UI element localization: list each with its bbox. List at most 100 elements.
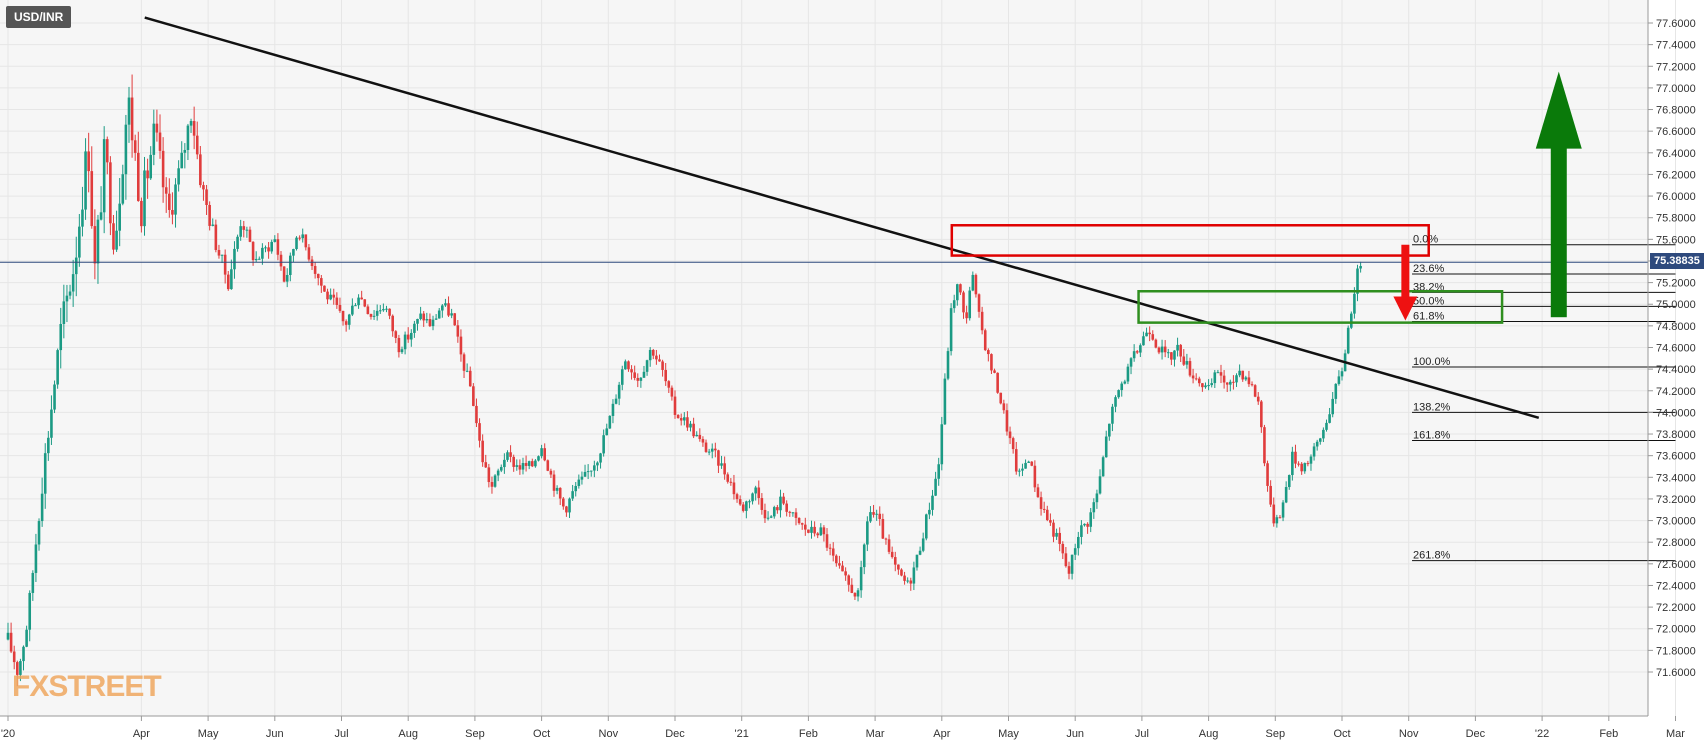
bearish-candle bbox=[428, 319, 432, 327]
bearish-candle bbox=[323, 285, 326, 292]
bullish-candle bbox=[1331, 398, 1334, 415]
y-tick-label: 73.0000 bbox=[1656, 516, 1696, 528]
bearish-candle bbox=[1197, 378, 1201, 384]
bullish-candle bbox=[47, 437, 50, 454]
bullish-candle bbox=[1291, 451, 1294, 476]
bearish-candle bbox=[813, 526, 816, 534]
bearish-candle bbox=[983, 330, 987, 351]
bearish-candle bbox=[679, 418, 683, 421]
bearish-candle bbox=[248, 229, 252, 242]
y-tick-label: 75.2000 bbox=[1656, 278, 1696, 290]
x-tick-label: Dec bbox=[665, 728, 685, 740]
bullish-candle bbox=[189, 121, 193, 126]
bearish-candle bbox=[788, 511, 792, 513]
y-tick-label: 72.8000 bbox=[1656, 537, 1696, 549]
bullish-candle bbox=[372, 315, 376, 317]
bearish-candle bbox=[109, 162, 112, 224]
bullish-candle bbox=[527, 461, 531, 466]
bullish-candle bbox=[1350, 313, 1353, 328]
bearish-candle bbox=[512, 456, 515, 467]
bullish-candle bbox=[465, 370, 469, 372]
bullish-candle bbox=[617, 384, 621, 399]
bearish-candle bbox=[214, 224, 218, 250]
bullish-candle bbox=[6, 632, 10, 640]
x-tick-label: '22 bbox=[1535, 728, 1549, 740]
bullish-candle bbox=[1132, 351, 1136, 359]
bullish-candle bbox=[403, 334, 407, 350]
bearish-candle bbox=[276, 239, 280, 255]
bearish-candle bbox=[881, 519, 885, 539]
x-tick-label: May bbox=[998, 728, 1019, 740]
bullish-candle bbox=[1353, 293, 1356, 314]
bearish-candle bbox=[1163, 346, 1167, 353]
fib-level-label: 161.8% bbox=[1413, 430, 1451, 442]
bearish-candle bbox=[341, 310, 345, 322]
bullish-candle bbox=[186, 125, 190, 150]
bearish-candle bbox=[391, 315, 394, 332]
bearish-candle bbox=[878, 513, 882, 520]
bearish-candle bbox=[670, 387, 674, 397]
bearish-candle bbox=[552, 474, 556, 491]
bearish-candle bbox=[199, 154, 202, 186]
bullish-candle bbox=[264, 247, 267, 249]
bullish-candle bbox=[745, 501, 748, 511]
bullish-candle bbox=[620, 369, 624, 385]
bearish-candle bbox=[816, 533, 820, 536]
bullish-candle bbox=[856, 590, 860, 597]
bullish-candle bbox=[1303, 463, 1307, 472]
bearish-candle bbox=[282, 266, 286, 282]
bullish-candle bbox=[496, 470, 500, 476]
bullish-candle bbox=[56, 350, 59, 385]
bullish-candle bbox=[720, 463, 723, 466]
bullish-candle bbox=[515, 465, 519, 467]
bullish-candle bbox=[37, 521, 41, 545]
y-tick-label: 76.2000 bbox=[1656, 169, 1696, 181]
bearish-candle bbox=[1256, 396, 1260, 402]
bullish-candle bbox=[444, 303, 447, 306]
y-tick-label: 75.8000 bbox=[1656, 213, 1696, 225]
bullish-candle bbox=[152, 123, 156, 155]
bullish-candle bbox=[329, 294, 332, 300]
bullish-candle bbox=[1210, 383, 1214, 386]
bullish-candle bbox=[1185, 361, 1189, 365]
bearish-candle bbox=[729, 481, 733, 483]
bullish-candle bbox=[1337, 376, 1341, 384]
bullish-candle bbox=[416, 318, 419, 324]
bullish-candle bbox=[707, 451, 711, 453]
symbol-badge: USD/INR bbox=[6, 6, 72, 28]
bearish-candle bbox=[835, 555, 838, 564]
bullish-candle bbox=[1089, 512, 1093, 527]
x-tick-label: '20 bbox=[1, 728, 15, 740]
bullish-candle bbox=[96, 219, 100, 264]
bullish-candle bbox=[1024, 462, 1027, 469]
bearish-candle bbox=[251, 241, 255, 261]
bearish-candle bbox=[130, 97, 134, 141]
bullish-candle bbox=[710, 448, 714, 452]
bearish-candle bbox=[844, 571, 847, 576]
bullish-candle bbox=[437, 310, 441, 319]
bearish-candle bbox=[763, 509, 767, 519]
bearish-candle bbox=[223, 254, 227, 275]
x-tick-label: Feb bbox=[799, 728, 818, 740]
y-tick-label: 73.6000 bbox=[1656, 451, 1696, 463]
bullish-candle bbox=[149, 154, 153, 179]
bullish-candle bbox=[862, 544, 866, 568]
bearish-candle bbox=[1033, 465, 1037, 488]
bearish-candle bbox=[1005, 410, 1009, 432]
bearish-candle bbox=[490, 482, 494, 487]
bearish-candle bbox=[1300, 463, 1303, 472]
bearish-candle bbox=[782, 496, 785, 504]
bearish-candle bbox=[1042, 508, 1046, 510]
bullish-candle bbox=[1287, 475, 1291, 488]
bearish-candle bbox=[487, 467, 491, 483]
bullish-candle bbox=[499, 467, 503, 471]
bullish-candle bbox=[285, 274, 289, 282]
y-tick-label: 74.6000 bbox=[1656, 343, 1696, 355]
bullish-candle bbox=[354, 305, 357, 307]
bearish-candle bbox=[962, 292, 965, 313]
bullish-candle bbox=[624, 361, 627, 370]
bearish-candle bbox=[422, 313, 426, 321]
fib-level-label: 100.0% bbox=[1413, 356, 1451, 368]
bullish-candle bbox=[695, 434, 699, 437]
bullish-candle bbox=[419, 313, 422, 319]
